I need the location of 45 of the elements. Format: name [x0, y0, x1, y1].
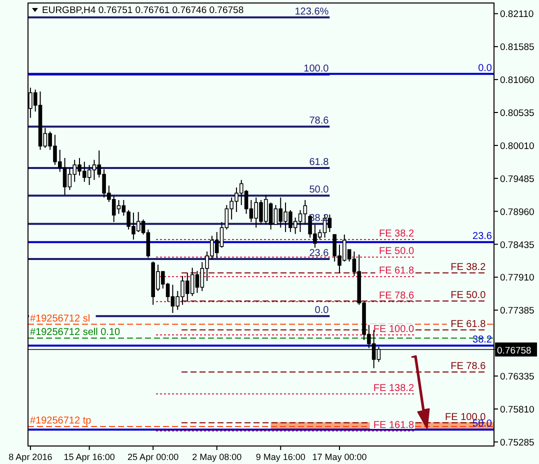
y-tick-label: 0.75810	[500, 404, 534, 416]
annotation: 123.6%	[294, 6, 329, 18]
y-tick-label: 0.80010	[500, 140, 534, 152]
annotation: 0.0	[478, 62, 492, 74]
ref-line-label: #19256712 sell 0.10	[30, 327, 121, 338]
x-tick-label: 9 May 16:00	[256, 452, 306, 462]
y-tick-label: 0.81060	[500, 75, 534, 86]
x-tick-label: 25 Apr 00:00	[128, 452, 179, 462]
x-tick-label: 8 Apr 2016	[8, 452, 52, 462]
y-tick-label: 0.77385	[500, 306, 534, 317]
ref-line-label: #19256712 tp	[30, 416, 92, 427]
x-tick-label: 17 May 00:00	[312, 452, 367, 462]
chart-title: EURGBP,H4 0.76751 0.76761 0.76746 0.76758	[42, 5, 244, 16]
ref-line-label: FE 61.8	[450, 318, 486, 330]
y-tick-label: 0.78960	[500, 206, 534, 218]
ref-line-label: FE 50.0	[450, 290, 486, 302]
ref-line-label: FE 50.0	[378, 246, 414, 258]
y-tick-label: 0.80535	[500, 108, 534, 119]
ref-line-label: FE 78.6	[450, 360, 486, 372]
annotation: 100.0	[304, 64, 330, 75]
x-tick-label: 2 May 08:00	[192, 452, 242, 462]
annotation: 61.8	[309, 157, 330, 168]
x-tick-label: 15 Apr 16:00	[64, 452, 115, 462]
annotation: 78.6	[309, 116, 330, 127]
annotation: 50.0	[309, 184, 330, 196]
annotation: 23.6	[472, 231, 492, 242]
y-tick-label: 0.81585	[500, 42, 534, 54]
ref-line-label: FE 78.6	[378, 290, 414, 302]
ref-line-label: FE 61.8	[378, 266, 414, 277]
ref-line-label: FE 100.0	[373, 324, 414, 335]
annotation: 23.6	[309, 248, 330, 260]
ref-line-label: FE 161.8	[373, 420, 414, 431]
annotation: 50.0	[472, 418, 492, 430]
y-tick-label: 0.76335	[500, 372, 534, 383]
ref-line-label: FE 38.2	[378, 228, 414, 240]
y-tick-label: 0.75285	[500, 437, 534, 448]
ref-line-label: FE 38.2	[450, 262, 486, 273]
annotation: 0.0	[314, 305, 330, 316]
y-tick-label: 0.79485	[500, 174, 534, 185]
y-tick-label: 0.78435	[500, 240, 534, 251]
ref-line-label: FE 138.2	[373, 382, 414, 394]
y-tick-label: 0.77910	[500, 272, 534, 284]
ref-line-label: 0.76758	[497, 345, 532, 356]
y-tick-label: 0.82110	[500, 9, 534, 20]
ref-line-label: #19256712 sl	[30, 313, 90, 324]
